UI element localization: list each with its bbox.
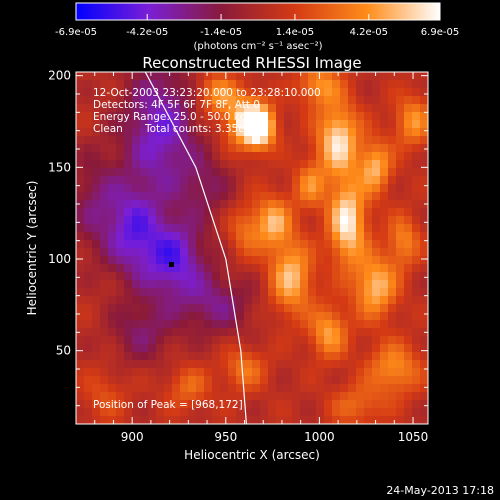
chart-title: Reconstructed RHESSI Image — [142, 54, 361, 72]
annotation-method: Clean — [93, 123, 123, 135]
heatmap-image — [76, 72, 428, 424]
x-tick-label: 1050 — [398, 430, 429, 444]
colorbar — [75, 2, 441, 21]
annotation-time-range: 12-Oct-2003 23:23:20.000 to 23:28:10.000 — [93, 87, 321, 99]
x-tick-label: 1000 — [304, 430, 335, 444]
y-axis-ticks: 50 100 150 200 — [48, 69, 428, 425]
x-axis-label: Heliocentric X (arcsec) — [184, 448, 320, 462]
x-axis-ticks: 900 950 1000 1050 — [94, 72, 429, 444]
solar-limb-line — [144, 72, 247, 424]
annotation-total-counts: Total counts: 3.35e+05 — [144, 123, 267, 135]
x-tick-label: 950 — [214, 430, 237, 444]
colorbar-tick-label: -1.4e-05 — [200, 27, 242, 38]
colorbar-units: (photons cm⁻² s⁻¹ asec⁻²) — [193, 41, 322, 52]
colorbar-tick-label: -4.2e-05 — [126, 27, 168, 38]
y-axis-label: Heliocentric Y (arcsec) — [25, 181, 39, 316]
colorbar-tick-label: 4.2e-05 — [350, 27, 388, 38]
footer-date: 24-May-2013 17:18 — [386, 484, 494, 497]
y-tick-label: 50 — [56, 344, 71, 358]
y-tick-label: 100 — [48, 252, 71, 266]
marked-point — [169, 262, 174, 267]
y-tick-label: 150 — [48, 160, 71, 174]
annotation-energy-range: Energy Range: 25.0 - 50.0 keV — [93, 111, 254, 123]
colorbar-tick-label: 1.4e-05 — [276, 27, 314, 38]
annotation-peak-position: Position of Peak = [968,172] — [93, 399, 243, 411]
x-tick-label: 900 — [121, 430, 144, 444]
colorbar-tick-label: -6.9e-05 — [55, 27, 97, 38]
plot-frame — [75, 71, 429, 425]
annotation-detectors: Detectors: 4F 5F 6F 7F 8F, Att 0 — [93, 99, 260, 111]
colorbar-ticks: -6.9e-05 -4.2e-05 -1.4e-05 1.4e-05 4.2e-05 6.… — [55, 14, 459, 38]
y-tick-label: 200 — [48, 69, 71, 83]
colorbar-tick-label: 6.9e-05 — [421, 27, 459, 38]
